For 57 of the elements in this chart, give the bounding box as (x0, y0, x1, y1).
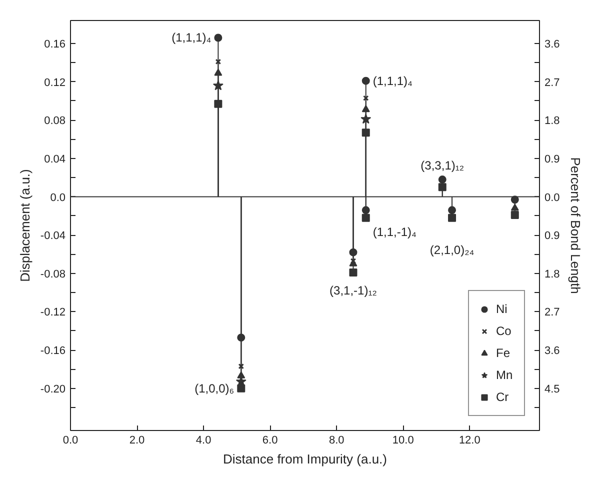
point (237, 384, 246, 392)
y-tick-label: 0.16 (44, 38, 66, 50)
legend-label: Cr (496, 390, 510, 404)
y2-tick-label: 2.7 (544, 76, 560, 89)
y2-axis-title: Percent of Bond Length (568, 157, 583, 294)
annotation: (1,0,0)₆ (194, 381, 234, 396)
x-axis-title: Distance from Impurity (a.u.) (223, 452, 388, 466)
y-tick-label: -0.16 (40, 345, 66, 358)
y2-tick-label: 2.7 (544, 306, 560, 319)
legend-label: Mn (496, 368, 514, 382)
point (362, 105, 370, 112)
point (362, 76, 370, 85)
point (438, 176, 446, 184)
point (214, 100, 222, 108)
y-tick-label: 0.12 (44, 76, 66, 89)
x-tick-label: 10.0 (392, 434, 414, 446)
y2-tick-label: 3.6 (544, 38, 560, 50)
point (214, 34, 222, 42)
y2-tick-label: 4.5 (544, 383, 560, 396)
x-tick-label: 8.0 (328, 434, 344, 446)
y2-tick-label: 1.8 (544, 268, 560, 280)
point (510, 210, 519, 219)
point (214, 68, 222, 76)
y-tick-label: 0.08 (44, 115, 66, 128)
point (212, 80, 224, 90)
y2-tick-label: 1.8 (544, 115, 560, 128)
y-tick-label: -0.20 (40, 383, 66, 396)
annotation: (1,1,1)₄ (372, 74, 413, 88)
x-tick-label: 12.0 (458, 434, 480, 446)
x-tick-label: 6.0 (262, 434, 278, 446)
annotation: (3,1,-1)₁₂ (330, 283, 378, 298)
y2-tick-label: 3.6 (544, 345, 560, 358)
y-tick-label: -0.04 (40, 230, 66, 242)
legend-label: Co (496, 324, 512, 338)
point (438, 183, 446, 192)
y2-tick-label: 0.9 (544, 153, 560, 166)
point (349, 268, 358, 276)
y-tick-label: -0.08 (40, 268, 66, 280)
point (362, 128, 370, 137)
y2-tick-label: 0.9 (544, 230, 560, 242)
x-tick-label: 2.0 (129, 434, 145, 446)
legend-label: Fe (496, 346, 512, 360)
annotation: (2,1,0)₂₄ (430, 242, 474, 257)
y-tick-label: 0.04 (44, 153, 66, 166)
y-tick-label: -0.12 (40, 306, 66, 319)
x-tick-label: 0.0 (62, 434, 78, 446)
y2-tick-label: 0.0 (544, 192, 560, 204)
point (362, 214, 370, 222)
point (360, 114, 372, 124)
y-tick-label: 0.0 (50, 192, 66, 204)
annotation: (1,1,1)₄ (172, 30, 212, 45)
legend-label: Ni (496, 302, 508, 316)
x-tick-label: 4.0 (196, 434, 212, 446)
annotation: (3,3,1)₁₂ (420, 158, 464, 173)
y-axis-title: Displacement (a.u.) (17, 169, 32, 282)
annotation: (1,1,-1)₄ (372, 224, 417, 239)
point (448, 214, 456, 222)
